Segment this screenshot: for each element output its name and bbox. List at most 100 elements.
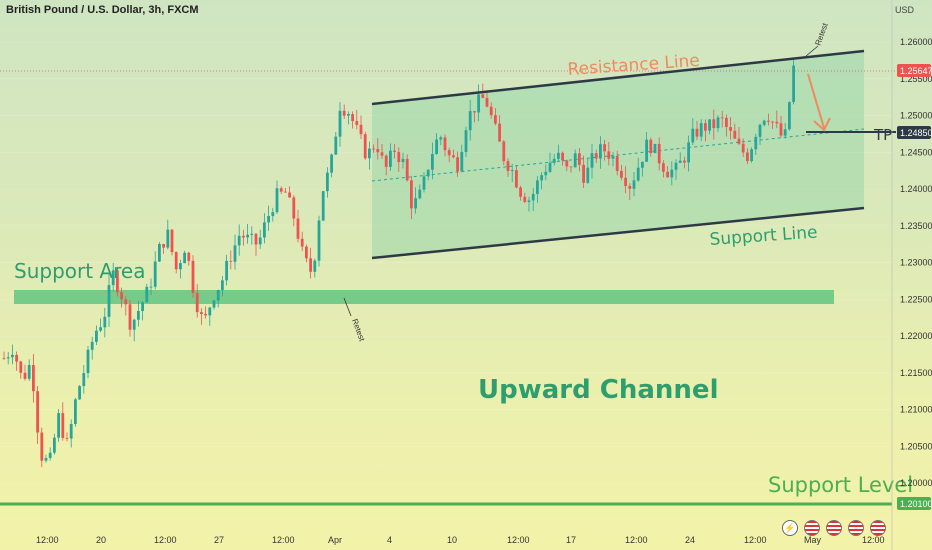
us-flag-icon[interactable] bbox=[826, 520, 842, 536]
candle-body bbox=[221, 280, 224, 291]
x-tick-label: 10 bbox=[447, 535, 457, 545]
candle-body bbox=[468, 111, 472, 131]
chart-title: British Pound / U.S. Dollar, 3h, FXCM bbox=[6, 4, 199, 16]
candle-body bbox=[120, 292, 123, 300]
candle-body bbox=[166, 229, 170, 248]
candle-body bbox=[536, 180, 539, 194]
candle-body bbox=[116, 270, 119, 293]
candle-body bbox=[788, 102, 791, 130]
candle-body bbox=[485, 97, 489, 107]
candle-body bbox=[195, 293, 199, 313]
candle-body bbox=[515, 170, 518, 188]
candle-body bbox=[6, 357, 10, 359]
zones bbox=[0, 51, 896, 304]
candle-body bbox=[191, 260, 195, 294]
candle-body bbox=[258, 237, 262, 245]
candle-body bbox=[296, 218, 300, 239]
candle-body bbox=[783, 129, 787, 136]
candle-body bbox=[40, 432, 44, 461]
candle-body bbox=[153, 261, 157, 287]
candle-body bbox=[662, 163, 665, 172]
candle-body bbox=[410, 180, 413, 209]
candle-body bbox=[183, 252, 186, 264]
candle-body bbox=[74, 399, 77, 424]
candle-body bbox=[246, 234, 249, 238]
candle-body bbox=[523, 196, 527, 202]
candle-body bbox=[565, 160, 569, 167]
candle-body bbox=[317, 220, 321, 261]
y-tick-label: 1.25000 bbox=[900, 111, 932, 121]
candle-body bbox=[607, 151, 611, 159]
candle-body bbox=[15, 354, 18, 362]
y-tick-label: 1.21000 bbox=[900, 405, 932, 415]
us-flag-icon[interactable] bbox=[804, 520, 820, 536]
candle-body bbox=[628, 185, 632, 189]
candle-body bbox=[582, 164, 585, 183]
x-tick-label: 20 bbox=[96, 535, 106, 545]
candle-body bbox=[44, 457, 48, 461]
candle-body bbox=[443, 137, 447, 151]
resistance-line[interactable] bbox=[371, 49, 865, 106]
candle-body bbox=[27, 365, 31, 379]
bottom-toolbar: ⚡ bbox=[782, 520, 886, 536]
candle-body bbox=[750, 149, 753, 162]
x-tick-label: 27 bbox=[214, 535, 224, 545]
candle-body bbox=[132, 319, 136, 330]
candle-body bbox=[611, 156, 615, 159]
y-tick-label: 1.23500 bbox=[900, 221, 932, 231]
lightning-icon[interactable]: ⚡ bbox=[782, 520, 798, 536]
x-tick-label: 12:00 bbox=[862, 535, 885, 545]
candle-body bbox=[653, 143, 657, 154]
candle-body bbox=[557, 152, 560, 159]
candle-body bbox=[103, 316, 107, 328]
candle-body bbox=[695, 128, 699, 137]
candle-body bbox=[548, 162, 552, 172]
support-line[interactable] bbox=[371, 206, 865, 260]
retest-pointer-upper bbox=[805, 45, 819, 57]
current-price-value: 1.25647 bbox=[900, 66, 932, 76]
candle-body bbox=[636, 167, 640, 181]
candle-body bbox=[401, 158, 405, 163]
candle-body bbox=[284, 191, 287, 193]
candle-body bbox=[61, 413, 65, 438]
us-flag-icon[interactable] bbox=[870, 520, 886, 536]
candle-body bbox=[393, 150, 396, 152]
candle-body bbox=[204, 313, 207, 316]
candle-body bbox=[624, 177, 627, 186]
tp-arrow bbox=[807, 73, 831, 132]
candle-body bbox=[418, 189, 422, 199]
support-area-zone bbox=[14, 290, 834, 304]
y-tick-label: 1.26000 bbox=[900, 37, 932, 47]
candle-body bbox=[162, 244, 165, 248]
candle-body bbox=[174, 252, 178, 270]
currency-label: USD bbox=[894, 5, 914, 15]
candle-body bbox=[275, 188, 279, 213]
candle-body bbox=[586, 167, 590, 183]
candle-body bbox=[53, 437, 56, 453]
candle-body bbox=[599, 144, 602, 159]
candle-body bbox=[334, 136, 338, 155]
candle-body bbox=[741, 143, 745, 153]
candle-body bbox=[452, 155, 455, 158]
candle-body bbox=[670, 169, 674, 178]
candle-body bbox=[384, 155, 388, 167]
candle-body bbox=[716, 117, 720, 129]
candle-body bbox=[292, 197, 296, 219]
candle-body bbox=[145, 286, 149, 303]
candle-body bbox=[531, 193, 535, 201]
x-tick-label: 24 bbox=[685, 535, 695, 545]
candle-body bbox=[561, 152, 564, 161]
candle-body bbox=[540, 175, 543, 181]
candle-body bbox=[720, 117, 724, 119]
candle-body bbox=[431, 154, 434, 170]
candle-body bbox=[2, 358, 6, 360]
candle-body bbox=[779, 123, 783, 136]
candle-body bbox=[405, 158, 409, 181]
candle-body bbox=[78, 386, 81, 400]
candle-body bbox=[111, 270, 115, 286]
x-tick-label: 4 bbox=[387, 535, 392, 545]
us-flag-icon[interactable] bbox=[848, 520, 864, 536]
candle-body bbox=[426, 169, 430, 177]
candle-body bbox=[326, 172, 329, 192]
